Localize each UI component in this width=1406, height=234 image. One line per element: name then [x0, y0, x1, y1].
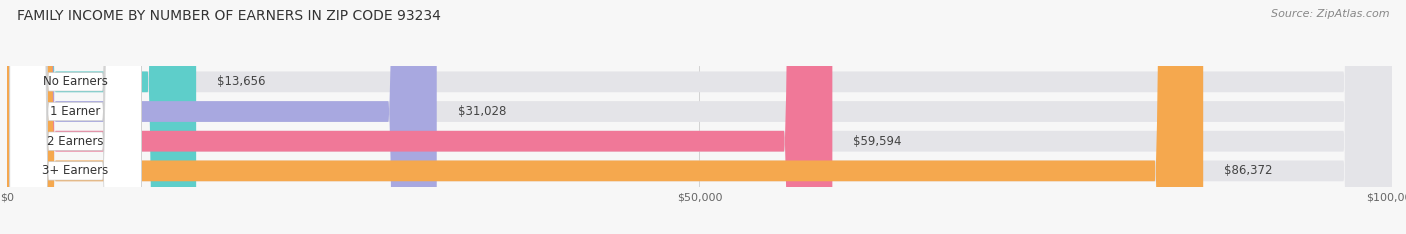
Text: $59,594: $59,594 [853, 135, 901, 148]
Text: 3+ Earners: 3+ Earners [42, 164, 108, 177]
Text: 1 Earner: 1 Earner [51, 105, 101, 118]
Text: Source: ZipAtlas.com: Source: ZipAtlas.com [1271, 9, 1389, 19]
FancyBboxPatch shape [10, 0, 142, 234]
FancyBboxPatch shape [7, 0, 1392, 234]
FancyBboxPatch shape [7, 0, 1392, 234]
FancyBboxPatch shape [7, 0, 1392, 234]
Text: $13,656: $13,656 [217, 75, 266, 88]
FancyBboxPatch shape [7, 0, 437, 234]
FancyBboxPatch shape [7, 0, 197, 234]
FancyBboxPatch shape [7, 0, 832, 234]
Text: $86,372: $86,372 [1225, 164, 1272, 177]
FancyBboxPatch shape [10, 0, 142, 234]
Text: 2 Earners: 2 Earners [48, 135, 104, 148]
Text: $31,028: $31,028 [457, 105, 506, 118]
Text: FAMILY INCOME BY NUMBER OF EARNERS IN ZIP CODE 93234: FAMILY INCOME BY NUMBER OF EARNERS IN ZI… [17, 9, 440, 23]
FancyBboxPatch shape [7, 0, 1204, 234]
FancyBboxPatch shape [7, 0, 1392, 234]
FancyBboxPatch shape [10, 0, 142, 234]
Text: No Earners: No Earners [44, 75, 108, 88]
FancyBboxPatch shape [10, 0, 142, 234]
